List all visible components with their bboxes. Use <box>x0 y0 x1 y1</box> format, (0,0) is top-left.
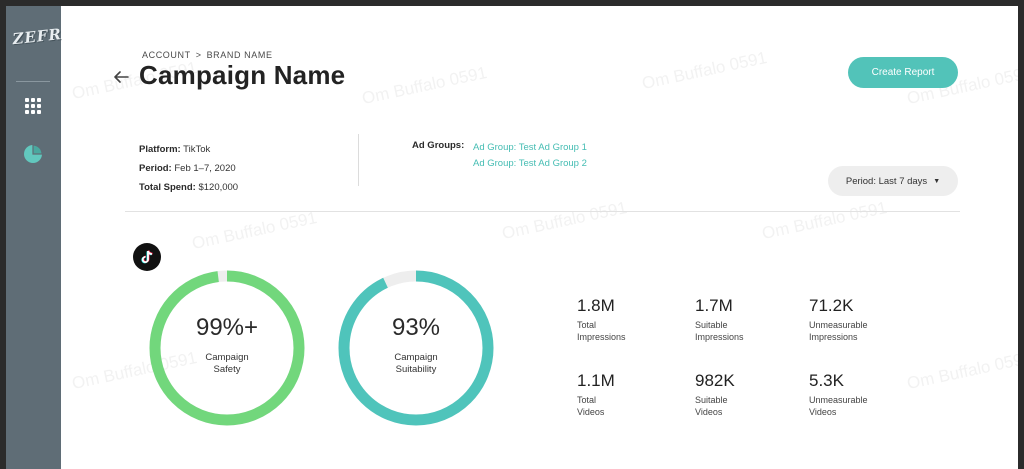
stat-label: Unmeasurable Videos <box>809 395 868 417</box>
stat-label: Suitable Impressions <box>695 320 744 342</box>
breadcrumb-brand[interactable]: BRAND NAME <box>206 50 273 60</box>
breadcrumb: ACCOUNT > BRAND NAME <box>142 50 273 60</box>
total-spend-label: Total Spend: <box>139 182 196 193</box>
watermark: Om Buffalo 0591 <box>190 207 319 254</box>
campaign-safety-label: Campaign Safety <box>205 352 249 375</box>
period-row: Period: Feb 1–7, 2020 <box>139 159 238 178</box>
meta-divider <box>358 134 359 186</box>
ad-groups-list: Ad Group: Test Ad Group 1 Ad Group: Test… <box>473 140 587 172</box>
caret-down-icon: ▼ <box>933 177 941 185</box>
section-divider <box>125 211 960 212</box>
ring-progress-arc <box>338 270 494 426</box>
watermark: Om Buffalo 0591 <box>360 62 489 109</box>
period-label: Period: <box>139 163 172 174</box>
app-frame: ZEFR Om Buffalo 0591 Om Buffalo 0591 Om … <box>6 6 1018 469</box>
campaign-suitability-label: Campaign Suitability <box>394 352 438 375</box>
stat-value: 1.7M <box>695 296 733 315</box>
period-value: Feb 1–7, 2020 <box>174 163 236 174</box>
stat-label: Unmeasurable Impressions <box>809 320 868 342</box>
ad-groups-label: Ad Groups: <box>412 140 465 151</box>
ad-group-link-1[interactable]: Ad Group: Test Ad Group 1 <box>473 142 587 153</box>
watermark: Om Buffalo 0591 <box>500 197 629 244</box>
stat-suitable-videos: 982K Suitable Videos <box>695 371 795 418</box>
stat-value: 1.8M <box>577 296 615 315</box>
spend-row: Total Spend: $120,000 <box>139 178 238 197</box>
campaign-meta: Platform: TikTok Period: Feb 1–7, 2020 T… <box>139 140 238 197</box>
sidebar: ZEFR <box>6 6 63 469</box>
zefr-logo[interactable]: ZEFR <box>11 25 63 49</box>
period-dropdown-label: Period: Last 7 days <box>845 175 928 187</box>
breadcrumb-separator: > <box>195 50 202 60</box>
sidebar-divider <box>16 81 50 82</box>
stat-value: 1.1M <box>577 371 615 390</box>
platform-label: Platform: <box>139 144 181 155</box>
stat-total-videos: 1.1M Total Videos <box>577 371 677 418</box>
watermark: Om Buffalo 0591 <box>905 347 1018 394</box>
stat-suitable-impressions: 1.7M Suitable Impressions <box>695 296 795 343</box>
stat-value: 5.3K <box>809 371 844 390</box>
stat-unmeasurable-videos: 5.3K Unmeasurable Videos <box>809 371 909 418</box>
breadcrumb-account[interactable]: ACCOUNT <box>142 50 191 60</box>
watermark: Om Buffalo 0591 <box>760 197 889 244</box>
campaign-safety-ring-graphic <box>149 270 305 426</box>
stat-total-impressions: 1.8M Total Impressions <box>577 296 677 343</box>
create-report-button[interactable]: Create Report <box>848 57 958 88</box>
stat-value: 71.2K <box>809 296 854 315</box>
stat-label: Suitable Videos <box>695 395 728 417</box>
campaign-suitability-value: 93% <box>391 314 441 341</box>
back-arrow-icon[interactable] <box>111 69 131 85</box>
total-spend-value: $120,000 <box>198 182 239 193</box>
stat-value: 982K <box>695 371 735 390</box>
campaign-suitability-ring-graphic <box>338 270 494 426</box>
period-dropdown[interactable]: Period: Last 7 days ▼ <box>828 166 958 196</box>
main-content: Om Buffalo 0591 Om Buffalo 0591 Om Buffa… <box>61 6 1018 469</box>
stat-label: Total Impressions <box>577 320 626 342</box>
campaign-suitability-ring: 93% Campaign Suitability <box>336 268 496 428</box>
platform-row: Platform: TikTok <box>139 140 238 159</box>
watermark: Om Buffalo 0591 <box>640 47 769 94</box>
platform-value: TikTok <box>183 144 211 155</box>
apps-grid-icon[interactable] <box>25 98 41 114</box>
stat-unmeasurable-impressions: 71.2K Unmeasurable Impressions <box>809 296 909 343</box>
ring-progress-arc <box>149 270 305 426</box>
ad-group-link-2[interactable]: Ad Group: Test Ad Group 2 <box>473 158 587 169</box>
pie-chart-icon[interactable] <box>23 144 43 164</box>
stat-label: Total Videos <box>577 395 605 417</box>
campaign-safety-ring: 99%+ Campaign Safety <box>147 268 307 428</box>
campaign-safety-value: 99%+ <box>195 314 259 341</box>
tiktok-icon <box>133 243 161 271</box>
page-title: Campaign Name <box>139 60 346 90</box>
